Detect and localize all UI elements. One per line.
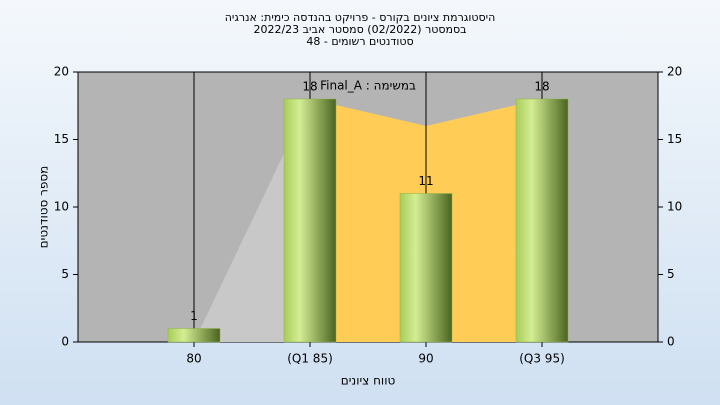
y-tick-label: 10 <box>54 200 69 214</box>
bar <box>399 193 453 343</box>
y2-tick-label: 10 <box>667 200 682 214</box>
y2-tick-label: 20 <box>667 65 682 79</box>
y-tick-label: 20 <box>54 65 69 79</box>
chart-title: בסמסטר (02/2022) סמסטר אביב 2022/23 <box>253 23 466 36</box>
x-tick-label: (Q3 95) <box>519 352 565 366</box>
value-label: 18 <box>302 80 317 94</box>
area-segment <box>310 99 426 342</box>
value-label: 18 <box>534 80 549 94</box>
area-segment <box>426 99 542 342</box>
y-tick-label: 15 <box>54 132 69 146</box>
x-tick-label: 80 <box>186 352 201 366</box>
y-tick-label: 5 <box>61 267 69 281</box>
bar <box>515 98 569 343</box>
x-tick-label: 90 <box>418 352 433 366</box>
y2-tick-label: 15 <box>667 132 682 146</box>
y2-tick-label: 5 <box>667 267 675 281</box>
value-label: 11 <box>418 174 433 188</box>
y-tick-label: 0 <box>61 335 69 349</box>
chart-title: סטודנטים רשומים - 48 <box>306 35 413 48</box>
x-axis-label: טווח ציונים <box>341 374 396 388</box>
y2-tick-label: 0 <box>667 335 675 349</box>
value-label: 1 <box>190 309 198 323</box>
area-segment <box>194 99 310 342</box>
annotation: במשימה : Final_A <box>320 79 416 93</box>
bar <box>167 328 221 343</box>
x-tick-label: (Q1 85) <box>287 352 333 366</box>
bar <box>283 98 337 343</box>
y-axis-label: מספר סטודנטים <box>37 166 51 249</box>
chart-title: היסטוגרמת ציונים בקורס - פרויקט בהנדסה כ… <box>225 11 496 24</box>
